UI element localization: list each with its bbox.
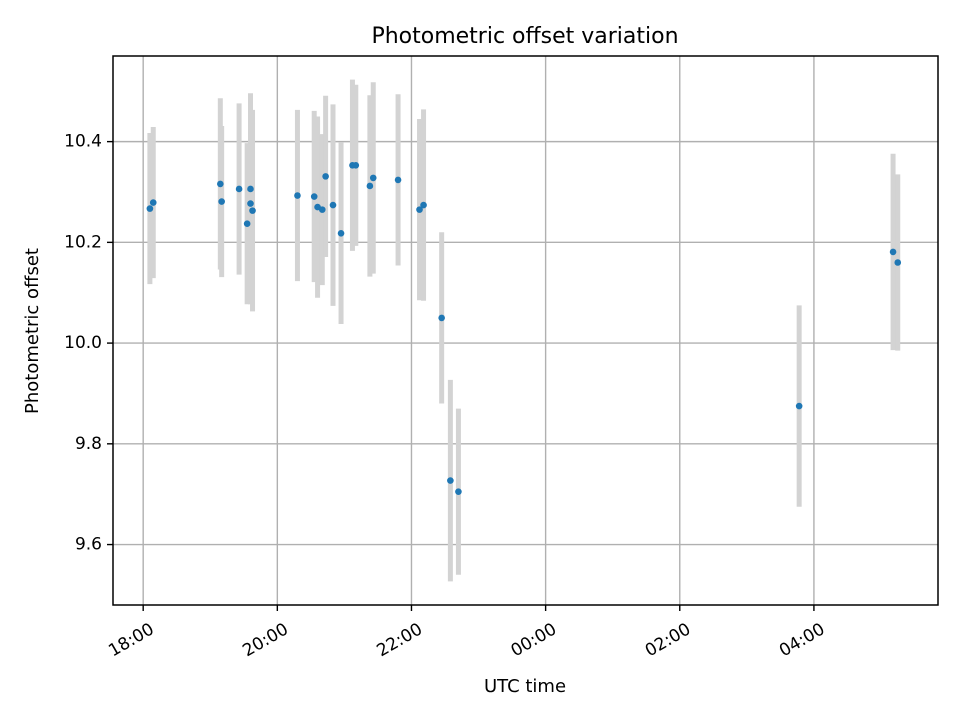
- data-point: [310, 193, 318, 200]
- data-point: [795, 402, 803, 410]
- data-point: [217, 180, 224, 188]
- data-point: [329, 201, 337, 209]
- y-tick-label: 10.4: [64, 132, 102, 152]
- data-point: [322, 173, 329, 180]
- data-point: [146, 205, 154, 212]
- data-point: [447, 477, 454, 484]
- data-point: [416, 206, 423, 213]
- data-point: [249, 207, 256, 214]
- data-point: [218, 198, 225, 205]
- plot-frame: [112, 55, 939, 606]
- data-point: [420, 201, 427, 209]
- data-point: [394, 176, 402, 184]
- data-point: [294, 192, 301, 199]
- y-tick-label: 10.2: [64, 232, 102, 252]
- x-axis-label: UTC time: [484, 676, 566, 697]
- data-point: [149, 199, 157, 206]
- data-point: [247, 185, 254, 193]
- data-point: [235, 185, 243, 193]
- data-point: [243, 220, 251, 228]
- data-point: [455, 488, 462, 495]
- data-point: [889, 248, 897, 256]
- y-tick-label: 9.6: [75, 535, 102, 555]
- data-point: [352, 161, 360, 169]
- data-point: [247, 200, 254, 207]
- point-layer: [146, 161, 902, 495]
- y-axis-label: Photometric offset: [22, 248, 43, 414]
- data-point: [337, 229, 345, 237]
- y-tick-label: 10.0: [64, 333, 102, 353]
- data-point: [369, 174, 377, 182]
- data-point: [318, 206, 326, 213]
- y-tick-label: 9.8: [75, 434, 102, 454]
- data-point: [438, 314, 445, 322]
- data-point: [894, 259, 902, 266]
- data-point: [366, 182, 374, 190]
- chart-title: Photometric offset variation: [371, 24, 678, 49]
